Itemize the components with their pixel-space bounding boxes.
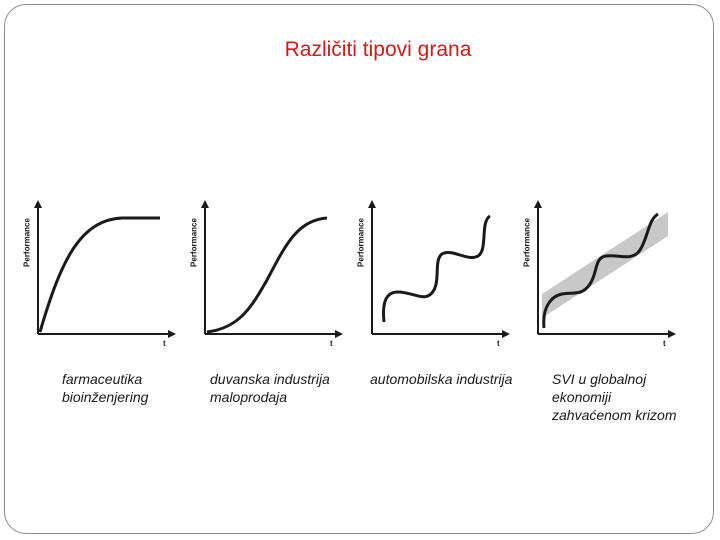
caption-panel-3: automobilska industrija [370, 370, 512, 388]
concave-growth-graph [34, 200, 176, 338]
y-axis-label: Performance [189, 218, 199, 267]
x-axis-arrow [668, 330, 676, 338]
s-curve-graph [201, 200, 343, 338]
y-axis-arrow [201, 200, 209, 208]
caption-line: automobilska industrija [370, 371, 513, 387]
x-axis-label: t [663, 339, 666, 348]
panel-s-curve: Performance t [189, 196, 351, 356]
caption-line: ekonomiji [552, 389, 612, 405]
performance-curve [542, 212, 659, 329]
caption-line: maloprodaja [210, 389, 288, 405]
caption-panel-1: farmaceutika bioinženjering [62, 370, 148, 406]
x-axis-label: t [497, 339, 500, 348]
y-axis-label: Performance [356, 218, 366, 267]
x-axis-arrow [168, 330, 176, 338]
x-axis-label: t [330, 339, 333, 348]
caption-line: farmaceutika [62, 371, 143, 387]
caption-panel-2: duvanska industrija maloprodaja [210, 370, 330, 406]
y-axis-arrow [34, 200, 42, 208]
y-axis-label: Performance [22, 218, 32, 267]
cyclical-trend-graph [534, 200, 676, 338]
panel-cyclical-trend-band: Performance t [522, 196, 684, 356]
y-axis-arrow [368, 200, 376, 208]
performance-curve [382, 214, 492, 323]
caption-line: SVI u globalnoj [552, 371, 647, 387]
caption-line: duvanska industrija [210, 371, 330, 387]
slide-title: Različiti tipovi grana [284, 38, 472, 61]
trend-band [542, 212, 668, 318]
caption-panel-4: SVI u globalnoj ekonomiji zahvaćenom kri… [552, 370, 677, 424]
performance-curve [206, 216, 328, 334]
y-axis-label: Performance [522, 218, 532, 267]
performance-curve [38, 216, 160, 333]
caption-line: zahvaćenom krizom [552, 407, 677, 423]
caption-line: bioinženjering [62, 389, 149, 405]
slide-frame [4, 4, 714, 534]
x-axis-arrow [502, 330, 510, 338]
x-axis-label: t [163, 339, 166, 348]
panel-concave-growth: Performance t [22, 196, 184, 356]
x-axis-arrow [335, 330, 343, 338]
y-axis-arrow [534, 200, 542, 208]
panel-cyclical: Performance t [356, 196, 518, 356]
cyclical-graph [368, 200, 510, 338]
